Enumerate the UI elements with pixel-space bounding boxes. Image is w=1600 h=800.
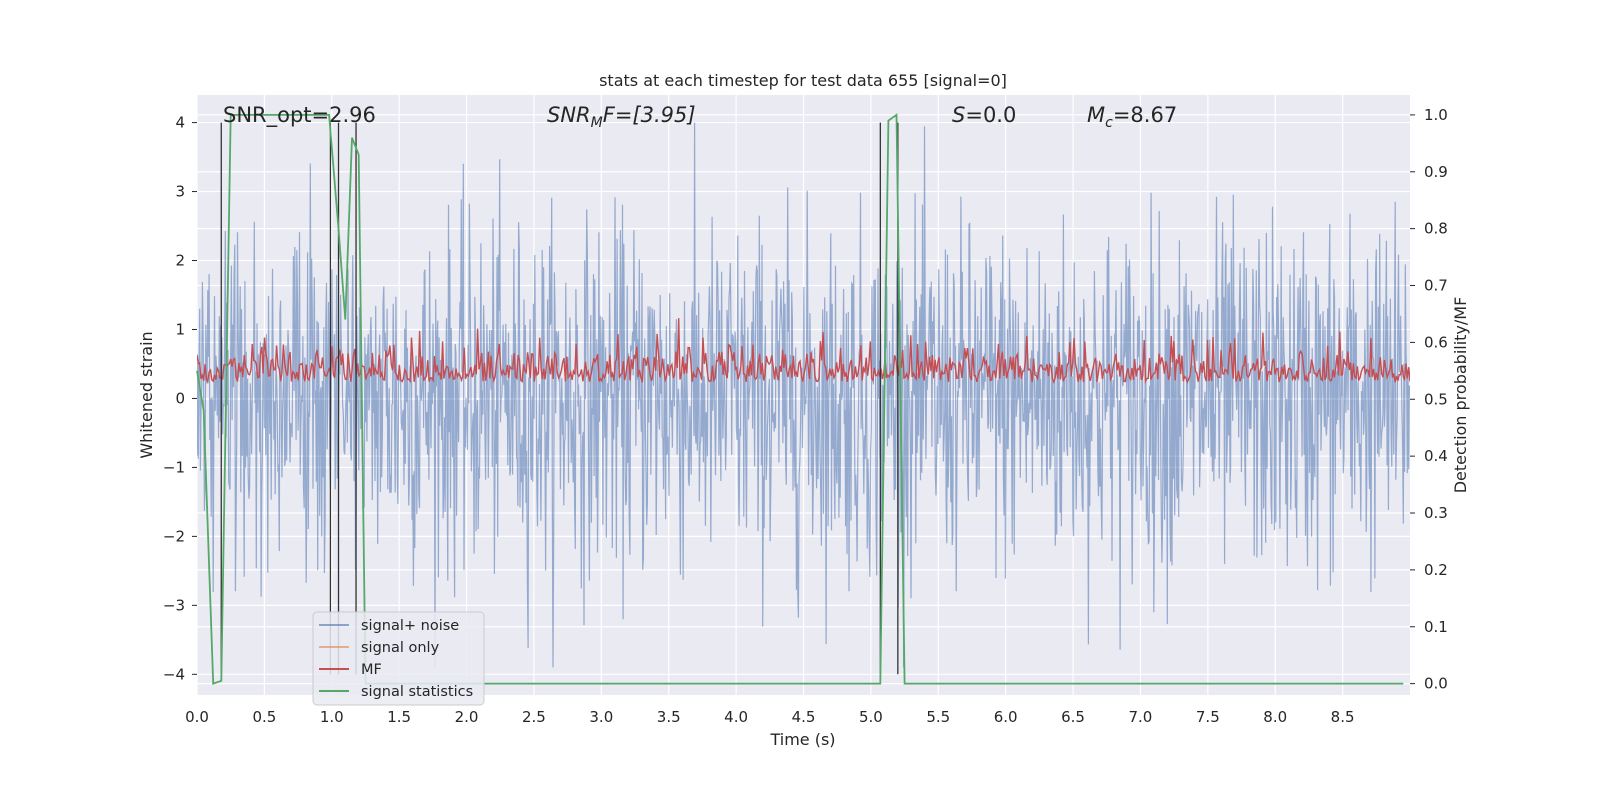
y-left-tick-label: −2 — [163, 527, 185, 545]
x-tick-label: 4.0 — [724, 708, 748, 726]
annotation-s: S=0.0 — [952, 103, 1016, 127]
y-right-tick-label: 0.9 — [1424, 163, 1448, 181]
y-left-tick-label: −1 — [163, 458, 185, 476]
y-right-tick-label: 0.4 — [1424, 447, 1448, 465]
y-left-tick-label: 4 — [175, 114, 185, 132]
y-right-tick-label: 0.3 — [1424, 504, 1448, 522]
annotation-snr-mf-sub: M — [591, 115, 603, 131]
x-tick-label: 0.0 — [185, 708, 209, 726]
annotation-mc-value: =8.67 — [1113, 103, 1177, 127]
x-tick-label: 4.5 — [792, 708, 816, 726]
annotation-mc: Mc=8.67 — [1087, 103, 1177, 131]
series-mf — [197, 318, 1410, 384]
y-axis-label-right: Detection probability/MF — [1451, 297, 1470, 494]
x-tick-label: 3.0 — [589, 708, 613, 726]
x-tick-label: 2.5 — [522, 708, 546, 726]
x-tick-label: 7.0 — [1129, 708, 1153, 726]
legend-label-signal-statistics: signal statistics — [361, 684, 473, 700]
y-left-tick-label: 1 — [175, 320, 185, 338]
annotation-s-value: =0.0 — [965, 103, 1016, 127]
x-tick-label: 3.5 — [657, 708, 681, 726]
y-right-tick-label: 0.7 — [1424, 277, 1448, 295]
annotation-mc-var: M — [1087, 103, 1105, 127]
legend-box — [312, 611, 485, 706]
y-right-tick-label: 0.6 — [1424, 333, 1448, 351]
tick-labels: 0.0 0.5 1.0 1.5 2.0 2.5 3.0 3.5 4.0 4.5 5.0 5.5 6.0 6… — [163, 106, 1448, 726]
y-left-tick-label: 0 — [175, 389, 185, 407]
y-left-tick-label: 2 — [175, 252, 185, 270]
x-tick-label: 0.5 — [252, 708, 276, 726]
annotation-snr-mf-var: SNR — [547, 103, 591, 127]
y-right-tick-label: 0.0 — [1424, 675, 1448, 693]
series-signal-statistics — [196, 113, 1404, 685]
legend-label-signal-only: signal only — [361, 640, 440, 656]
annotation-mc-sub: c — [1105, 115, 1113, 131]
legend: signal+ noise signal only MF signal stat… — [312, 611, 485, 706]
x-axis-label: Time (s) — [769, 730, 835, 749]
x-tick-label: 2.0 — [455, 708, 479, 726]
x-tick-label: 6.0 — [994, 708, 1018, 726]
signal-statistics-line — [196, 113, 1404, 685]
y-right-tick-label: 0.8 — [1424, 220, 1448, 238]
y-right-tick-label: 0.5 — [1424, 390, 1448, 408]
chart-title: stats at each timestep for test data 655… — [599, 71, 1007, 90]
x-tick-label: 1.0 — [320, 708, 344, 726]
y-left-tick-label: −4 — [163, 665, 185, 683]
y-axis-label-left: Whitened strain — [137, 331, 156, 458]
y-right-tick-label: 1.0 — [1424, 106, 1448, 124]
mf-line — [197, 318, 1410, 384]
legend-label-signal-noise: signal+ noise — [361, 618, 459, 634]
x-tick-label: 8.0 — [1263, 708, 1287, 726]
x-tick-label: 5.5 — [926, 708, 950, 726]
y-right-tick-label: 0.1 — [1424, 618, 1448, 636]
x-tick-label: 1.5 — [387, 708, 411, 726]
annotation-snr-mf-value: F=[3.95] — [603, 103, 696, 127]
x-tick-label: 7.5 — [1196, 708, 1220, 726]
annotation-snr-mf: SNRMF=[3.95] — [547, 103, 696, 131]
y-left-tick-label: −3 — [163, 596, 185, 614]
x-tick-label: 5.0 — [859, 708, 883, 726]
legend-label-mf: MF — [361, 662, 382, 678]
y-left-tick-label: 3 — [175, 183, 185, 201]
annotation-s-var: S — [952, 103, 965, 127]
x-tick-label: 8.5 — [1331, 708, 1355, 726]
x-tick-label: 6.5 — [1061, 708, 1085, 726]
y-right-tick-label: 0.2 — [1424, 561, 1448, 579]
annotation-snr-opt: SNR_opt=2.96 — [223, 103, 376, 128]
